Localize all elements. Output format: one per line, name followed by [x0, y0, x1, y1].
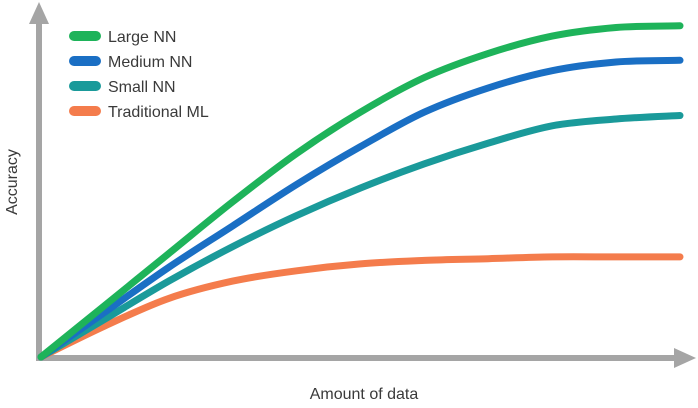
series-line-3 — [37, 253, 684, 361]
series-line-1 — [37, 56, 684, 361]
y-axis-label: Accuracy — [4, 149, 21, 215]
x-axis-arrowhead — [674, 348, 696, 368]
y-axis-arrowhead — [29, 2, 49, 24]
series-line-2 — [37, 112, 684, 361]
series-layer — [37, 22, 684, 361]
series-line-0 — [37, 22, 684, 361]
legend: Large NN Medium NN Small NN Traditional ML — [69, 29, 209, 121]
legend-label-0: Large NN — [108, 29, 176, 46]
x-axis-label: Amount of data — [310, 386, 419, 403]
legend-label-3: Traditional ML — [108, 104, 209, 121]
axes — [29, 2, 696, 368]
legend-label-1: Medium NN — [108, 54, 192, 71]
legend-label-2: Small NN — [108, 79, 176, 96]
